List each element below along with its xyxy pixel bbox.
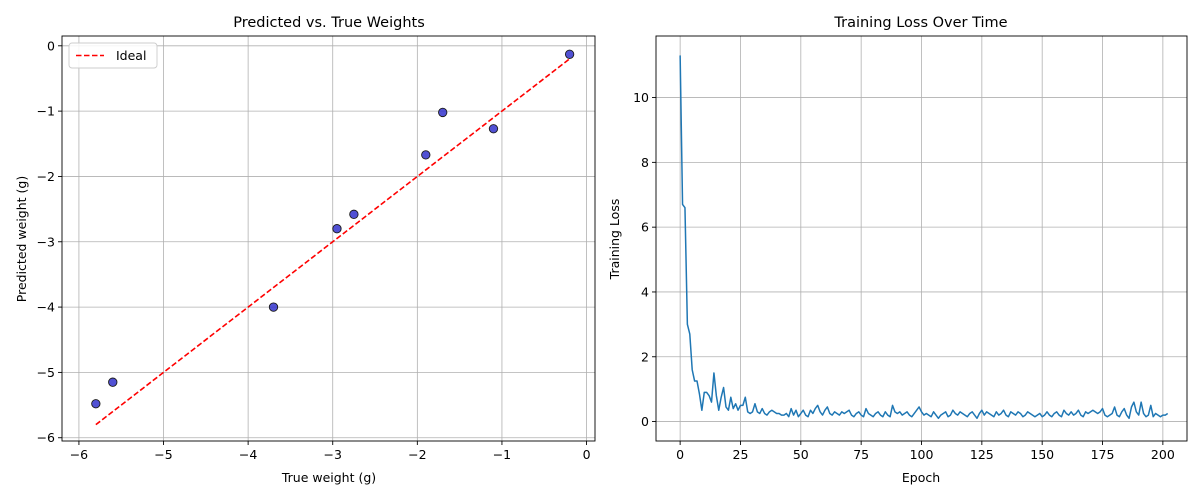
scatter-point (108, 377, 118, 387)
y-tick-label: −5 (37, 365, 55, 380)
y-tick-label: −6 (37, 430, 55, 445)
y-tick-label: −1 (37, 104, 55, 119)
x-axis-label: True weight (g) (281, 470, 376, 485)
x-tick-label: −1 (493, 447, 511, 462)
legend-box (68, 42, 158, 69)
legend: Ideal (68, 42, 158, 69)
y-tick-label: 6 (641, 220, 649, 235)
y-axis-label: Predicted weight (g) (14, 176, 29, 302)
y-tick-label: 0 (641, 414, 649, 429)
y-tick-label: −4 (37, 300, 55, 315)
y-tick-label: 0 (47, 38, 55, 53)
y-tick-label: −3 (37, 234, 55, 249)
scatter-point (91, 399, 101, 409)
legend-entry-ideal: Ideal (116, 48, 146, 63)
x-tick-label: 125 (970, 447, 994, 462)
chart-title: Training Loss Over Time (833, 15, 1007, 31)
x-tick-label: 100 (910, 447, 934, 462)
ticks: 0 25 50 75 100 125 150 175 200 0 2 4 6 8 10 (633, 90, 1175, 462)
scatter-chart: Predicted vs. True Weights −6 −5 −4 −3 −2 −1 0… (14, 15, 596, 485)
plot-area (91, 49, 575, 426)
y-tick-label: 2 (641, 349, 649, 364)
scatter-point (488, 124, 499, 134)
ideal-line (95, 58, 571, 426)
grid (62, 36, 595, 441)
x-tick-label: 50 (793, 447, 809, 462)
x-tick-label: −6 (70, 447, 88, 462)
y-tick-label: 8 (641, 155, 649, 170)
x-tick-label: 175 (1091, 447, 1115, 462)
chart-title: Predicted vs. True Weights (233, 15, 425, 31)
scatter-point (349, 209, 359, 219)
loss-series-line (679, 55, 1169, 420)
plot-area (679, 55, 1169, 420)
line-chart: Training Loss Over Time 0 25 50 75 100 125 150… (607, 15, 1188, 485)
x-tick-label: −3 (324, 447, 342, 462)
x-tick-label: 25 (733, 447, 749, 462)
x-tick-label: −4 (239, 447, 257, 462)
y-axis-label: Training Loss (607, 199, 622, 281)
x-axis-label: Epoch (902, 470, 940, 485)
scatter-point (332, 224, 342, 234)
axes-frame (61, 35, 596, 442)
y-tick-label: 10 (633, 90, 649, 105)
x-tick-label: 200 (1151, 447, 1175, 462)
x-tick-label: −2 (408, 447, 426, 462)
x-tick-label: 150 (1030, 447, 1054, 462)
y-tick-label: 4 (641, 284, 649, 299)
x-tick-label: 75 (853, 447, 869, 462)
x-tick-label: −5 (154, 447, 172, 462)
scatter-point (268, 302, 279, 312)
grid (656, 36, 1187, 441)
y-tick-label: −2 (37, 169, 55, 184)
ticks: −6 −5 −4 −3 −2 −1 0 −6 −5 −4 −3 −2 −1 0 (37, 38, 591, 462)
scatter-point (564, 49, 575, 59)
scatter-point (421, 150, 431, 160)
x-tick-label: 0 (676, 447, 684, 462)
scatter-point (438, 107, 448, 118)
x-tick-label: 0 (583, 447, 591, 462)
